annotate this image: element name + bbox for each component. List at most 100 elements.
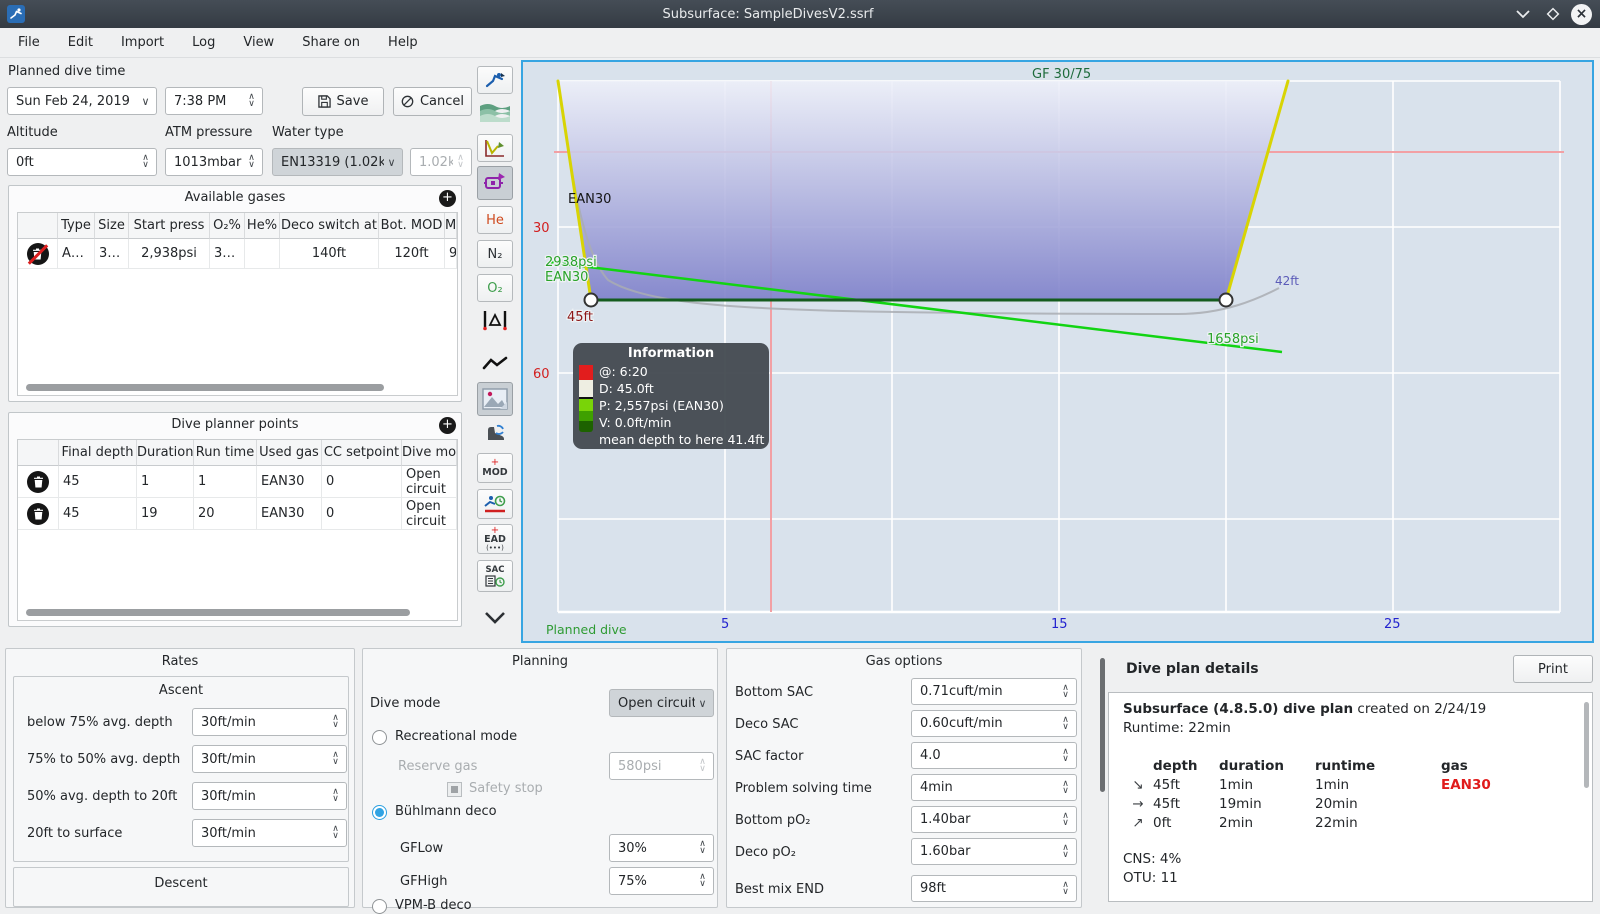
add-gas-button[interactable]: + <box>439 190 456 207</box>
toolbar-ceiling-button[interactable] <box>477 420 513 448</box>
point-divemode-cell[interactable]: Open circuit <box>402 498 457 530</box>
toolbar-scroll-down-button[interactable] <box>477 604 513 632</box>
ascent-rate-spinner[interactable]: 30ft/min ∧ ∨ <box>192 745 347 773</box>
toolbar-pp-o2-button[interactable]: O₂ <box>477 274 513 302</box>
point-depth-cell[interactable]: 45 <box>59 498 137 530</box>
deco-po2-spinner[interactable]: 1.60bar ∧ ∨ <box>911 838 1077 865</box>
close-icon[interactable]: × <box>1571 3 1592 25</box>
toolbar-mod-button[interactable]: + MOD <box>477 453 513 483</box>
dive-mode-select[interactable]: Open circuit ∨ <box>609 689 714 717</box>
horizontal-scrollbar[interactable] <box>26 609 410 616</box>
ascent-rate-spinner[interactable]: 30ft/min ∧ ∨ <box>192 782 347 810</box>
column-header-he[interactable]: He% <box>245 213 280 239</box>
column-header-mnd[interactable]: MN <box>445 213 457 239</box>
waypoint-handle[interactable] <box>1218 292 1234 308</box>
spinner-arrows-icon[interactable]: ∧ ∨ <box>1062 682 1069 700</box>
toolbar-planned-dive-button[interactable] <box>477 166 513 200</box>
toolbar-heartrate-button[interactable] <box>477 350 513 378</box>
column-header-o2[interactable]: O₂% <box>210 213 245 239</box>
toolbar-pp-he-button[interactable]: He <box>477 206 513 234</box>
menu-file[interactable]: File <box>18 35 40 50</box>
dive-profile-chart[interactable]: GF 30/75 30 60 5 15 25 EAN30 2938psi EAN… <box>521 60 1594 643</box>
toolbar-photos-button[interactable] <box>477 382 513 416</box>
menu-help[interactable]: Help <box>388 35 418 50</box>
spinner-arrows-icon[interactable]: ∧ ∨ <box>248 153 255 170</box>
spinner-arrows-icon[interactable]: ∧ ∨ <box>332 750 339 767</box>
spinner-arrows-icon[interactable]: ∧ ∨ <box>332 787 339 804</box>
column-header-bot-mod[interactable]: Bot. MOD <box>379 213 445 239</box>
bottom-po2-spinner[interactable]: 1.40bar ∧ ∨ <box>911 806 1077 833</box>
toolbar-sac-button[interactable]: SAC <box>477 560 513 592</box>
problem-time-spinner[interactable]: 4min ∧ ∨ <box>911 774 1077 801</box>
toolbar-deco-ceiling-button[interactable] <box>477 489 513 519</box>
menu-import[interactable]: Import <box>120 35 165 50</box>
column-header-cc-setpoint[interactable]: CC setpoint <box>322 440 402 466</box>
dive-time-spinner[interactable]: 7:38 PM ∧ ∨ <box>165 87 263 115</box>
column-header-deco-switch[interactable]: Deco switch at <box>280 213 379 239</box>
ascent-rate-spinner[interactable]: 30ft/min ∧ ∨ <box>192 708 347 736</box>
column-header-duration[interactable]: Duration <box>137 440 194 466</box>
column-header-start-press[interactable]: Start press <box>129 213 210 239</box>
vpmb-deco-radio[interactable] <box>372 899 387 914</box>
menu-share-on[interactable]: Share on <box>302 35 361 50</box>
gas-start-press-cell[interactable]: 2,938psi <box>129 239 210 269</box>
buhlmann-deco-radio[interactable] <box>372 805 387 820</box>
delete-gas-cell[interactable] <box>18 239 58 269</box>
deco-sac-spinner[interactable]: 0.60cuft/min ∧ ∨ <box>911 710 1077 737</box>
toolbar-waves-button[interactable] <box>477 98 513 126</box>
save-button[interactable]: Save <box>302 87 384 116</box>
add-point-button[interactable]: + <box>439 417 456 434</box>
water-type-select[interactable]: EN13319 (1.02k ∨ <box>272 148 403 176</box>
toolbar-dive-mode-button[interactable] <box>477 66 513 94</box>
point-gas-cell[interactable]: EAN30 <box>257 466 322 498</box>
point-depth-cell[interactable]: 45 <box>59 466 137 498</box>
spinner-arrows-icon[interactable]: ∧ ∨ <box>1062 810 1069 828</box>
best-mix-end-spinner[interactable]: 98ft ∧ ∨ <box>911 875 1077 902</box>
toolbar-tissues-button[interactable] <box>477 306 513 334</box>
point-runtime-cell[interactable]: 1 <box>194 466 257 498</box>
ascent-rate-spinner[interactable]: 30ft/min ∧ ∨ <box>192 819 347 847</box>
point-runtime-cell[interactable]: 20 <box>194 498 257 530</box>
toolbar-ead-button[interactable]: + EAD (•••) <box>477 524 513 554</box>
spinner-arrows-icon[interactable]: ∧ ∨ <box>699 839 706 856</box>
spinner-arrows-icon[interactable]: ∧ ∨ <box>332 713 339 730</box>
toolbar-profile-button[interactable] <box>477 134 513 162</box>
bottom-area-scrollbar[interactable] <box>1100 658 1105 792</box>
dive-plan-details-text[interactable]: Subsurface (4.8.5.0) dive plan created o… <box>1108 692 1593 902</box>
spinner-arrows-icon[interactable]: ∧ ∨ <box>1062 778 1069 796</box>
point-duration-cell[interactable]: 1 <box>137 466 194 498</box>
column-header-final-depth[interactable]: Final depth <box>59 440 137 466</box>
toolbar-pp-n2-button[interactable]: N₂ <box>477 240 513 268</box>
spinner-arrows-icon[interactable]: ∧ ∨ <box>1062 746 1069 764</box>
sac-factor-spinner[interactable]: 4.0 ∧ ∨ <box>911 742 1077 769</box>
column-header-size[interactable]: Size <box>95 213 129 239</box>
column-header-dive-mode[interactable]: Dive mode <box>402 440 457 466</box>
details-scrollbar[interactable] <box>1584 702 1589 788</box>
column-header-type[interactable]: Type <box>58 213 95 239</box>
spinner-arrows-icon[interactable]: ∧ ∨ <box>1062 714 1069 732</box>
menu-log[interactable]: Log <box>192 35 216 50</box>
gfhigh-spinner[interactable]: 75% ∧ ∨ <box>609 867 714 895</box>
bottom-sac-spinner[interactable]: 0.71cuft/min ∧ ∨ <box>911 678 1077 705</box>
dive-date-select[interactable]: Sun Feb 24, 2019 ∨ <box>7 87 157 115</box>
spinner-arrows-icon[interactable]: ∧ ∨ <box>1062 842 1069 860</box>
spinner-arrows-icon[interactable]: ∧ ∨ <box>332 824 339 841</box>
maximize-icon[interactable] <box>1541 2 1565 26</box>
menu-view[interactable]: View <box>243 35 275 50</box>
point-setpoint-cell[interactable]: 0 <box>322 498 402 530</box>
gas-o2-cell[interactable]: 3… <box>210 239 245 269</box>
gas-deco-switch-cell[interactable]: 140ft <box>280 239 379 269</box>
column-header-run-time[interactable]: Run time <box>194 440 257 466</box>
horizontal-scrollbar[interactable] <box>26 384 384 391</box>
spinner-arrows-icon[interactable]: ∧ ∨ <box>142 153 149 170</box>
recreational-mode-radio[interactable] <box>372 730 387 745</box>
trash-icon[interactable] <box>27 502 49 525</box>
gflow-spinner[interactable]: 30% ∧ ∨ <box>609 834 714 862</box>
spinner-arrows-icon[interactable]: ∧ ∨ <box>699 872 706 889</box>
delete-point-cell[interactable] <box>18 498 59 530</box>
altitude-spinner[interactable]: 0ft ∧ ∨ <box>7 148 157 176</box>
print-button[interactable]: Print <box>1513 655 1593 683</box>
gas-he-cell[interactable] <box>245 239 280 269</box>
gas-bot-mod-cell[interactable]: 120ft <box>379 239 445 269</box>
gas-mnd-cell[interactable]: 98f <box>445 239 457 269</box>
